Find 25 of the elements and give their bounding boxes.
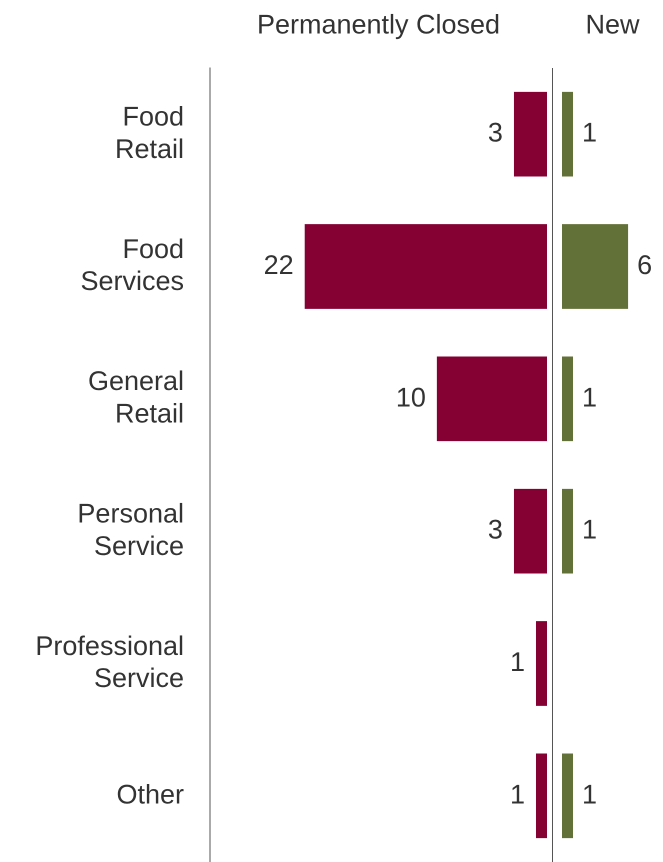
- data-label: 1: [510, 779, 525, 810]
- y-tick-label: Food Retail: [114, 101, 184, 164]
- data-label: 1: [582, 779, 598, 810]
- data-label: 3: [488, 514, 503, 545]
- chart-title: New: [585, 9, 640, 40]
- data-label: 22: [264, 250, 294, 280]
- bar: [436, 356, 547, 442]
- bar: [536, 753, 547, 838]
- y-tick-label: Personal Service: [77, 498, 184, 561]
- y-tick-label: Food Services: [80, 234, 184, 296]
- data-label: 6: [637, 250, 652, 280]
- data-label: 1: [582, 514, 598, 545]
- bar: [514, 92, 547, 177]
- bar: [536, 621, 547, 706]
- bar: [514, 488, 547, 574]
- data-label: 1: [582, 382, 598, 412]
- data-label: 10: [396, 382, 426, 412]
- y-tick-label: Other: [116, 779, 184, 810]
- data-label: 3: [488, 118, 503, 148]
- data-label: 1: [510, 646, 525, 677]
- bar: [304, 224, 547, 309]
- y-tick-label: General Retail: [88, 366, 184, 428]
- chart-title: Permanently Closed: [256, 9, 500, 40]
- data-label: 1: [582, 118, 598, 148]
- y-tick-label: Professional Service: [35, 630, 184, 694]
